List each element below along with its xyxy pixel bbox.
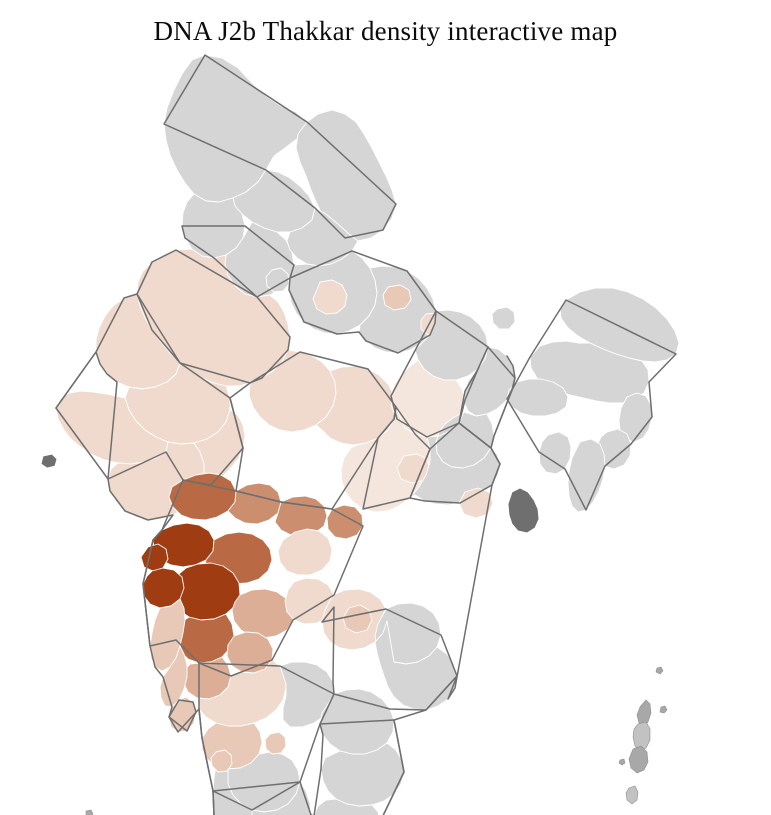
region-sikkim[interactable] — [492, 307, 515, 329]
region-kerala-peach[interactable] — [211, 750, 232, 772]
border-goa-coast — [169, 700, 196, 731]
region-nagaland[interactable] — [619, 393, 652, 442]
island-andaman-dot — [619, 759, 625, 765]
region-odisha[interactable] — [410, 412, 500, 505]
region-mizoram[interactable] — [568, 439, 605, 512]
region-tripura[interactable] — [539, 432, 571, 474]
region-group-north[interactable] — [164, 55, 396, 297]
region-odisha-peach[interactable] — [459, 488, 493, 518]
border-gujarat — [56, 294, 243, 485]
region-maharashtra-sangli[interactable] — [227, 632, 273, 673]
region-maharashtra-mumbai[interactable] — [141, 544, 168, 571]
border-chhattisgarh — [363, 407, 430, 509]
region-arunachal-pradesh[interactable] — [560, 288, 679, 362]
region-up-light2[interactable] — [383, 285, 411, 310]
island-narcondam — [656, 667, 663, 674]
island-lakshadweep-1 — [86, 810, 93, 815]
region-tamil-nadu-south[interactable] — [314, 799, 380, 815]
region-group-south[interactable] — [197, 589, 457, 815]
region-maharashtra-jalgaon[interactable] — [228, 483, 281, 524]
region-maharashtra-nagpur[interactable] — [327, 505, 363, 539]
border-northeast — [507, 300, 676, 510]
region-odisha-coast-dark[interactable] — [508, 488, 539, 533]
island-andaman-south — [629, 746, 648, 773]
border-jharkhand-bihar — [391, 311, 488, 437]
border-jammu-kashmir — [164, 55, 396, 238]
region-kerala[interactable] — [252, 782, 311, 815]
region-tamil-nadu-central[interactable] — [321, 743, 404, 806]
region-delhi[interactable] — [266, 268, 289, 292]
border-punjab-haryana — [182, 226, 294, 297]
border-madhya-pradesh — [230, 352, 396, 509]
region-maharashtra-solapur[interactable] — [232, 589, 293, 638]
border-andhra-telangana — [322, 607, 457, 710]
island-little-andaman — [626, 786, 638, 804]
border-kerala — [213, 782, 311, 815]
page-title: DNA J2b Thakkar density interactive map — [153, 16, 618, 46]
region-karnataka-dot[interactable] — [265, 732, 286, 754]
region-group-islands[interactable] — [13, 667, 670, 815]
region-group-central[interactable] — [249, 251, 488, 512]
region-up-light1[interactable] — [313, 280, 347, 314]
island-barren — [660, 706, 667, 713]
region-telangana-light[interactable] — [343, 605, 372, 633]
border-coastline-west — [56, 352, 311, 815]
border-uttar-pradesh — [289, 251, 436, 353]
region-vidarbha-light[interactable] — [278, 529, 332, 575]
region-maharashtra-nashik[interactable] — [169, 473, 236, 520]
india-choropleth-map[interactable] — [0, 52, 771, 815]
border-coastline-east — [311, 356, 515, 815]
state-boundaries — [56, 55, 676, 815]
island-andaman-north — [637, 700, 651, 727]
region-group-northeast[interactable] — [507, 288, 679, 512]
region-diu[interactable] — [41, 454, 57, 468]
